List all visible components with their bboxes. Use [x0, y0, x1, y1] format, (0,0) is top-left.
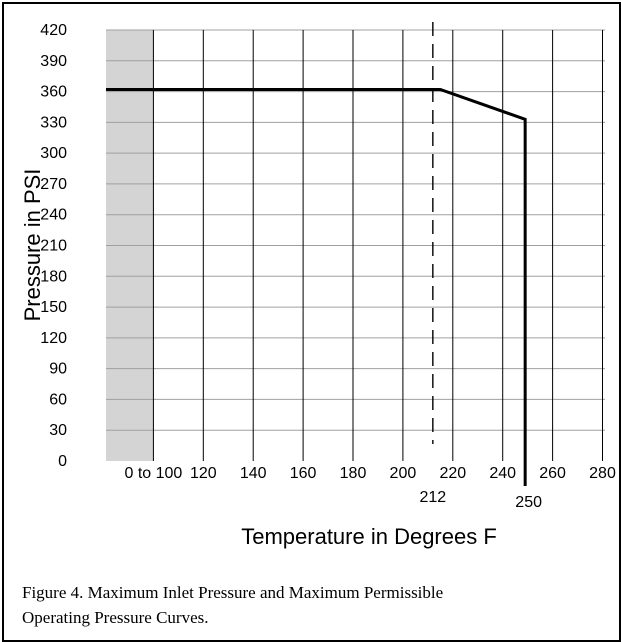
y-tick-label: 90	[49, 361, 67, 378]
y-tick-labels: 0 30 60 90 120 150 180 210 240 270 300 330 360 390 420	[40, 22, 67, 470]
x-tick-labels: 0 to 100 120 140 160 180 200 220 240 260 280	[124, 465, 615, 482]
y-tick-label: 30	[49, 422, 67, 439]
x-tick-label: 140	[240, 465, 267, 482]
pressure-temperature-chart: 0 30 60 90 120 150 180 210 240 270 300 330 360 390 420…	[20, 22, 616, 549]
series-line	[106, 88, 527, 486]
y-tick-label: 120	[40, 330, 67, 347]
y-axis-title: Pressure in PSI	[20, 169, 45, 322]
y-tick-label: 210	[40, 238, 67, 255]
x-tick-label: 260	[539, 465, 566, 482]
vertical-gridlines	[152, 30, 604, 461]
reference-label-250: 250	[515, 494, 542, 511]
y-tick-label: 240	[40, 207, 67, 224]
y-tick-label: 270	[40, 176, 67, 193]
caption-line-1: Figure 4. Maximum Inlet Pressure and Max…	[22, 583, 444, 602]
y-tick-label: 180	[40, 268, 67, 285]
y-tick-label: 330	[40, 114, 67, 131]
y-tick-label: 60	[49, 391, 67, 408]
x-tick-label: 120	[190, 465, 217, 482]
series-group	[106, 88, 527, 486]
x-tick-label: 280	[589, 465, 616, 482]
x-tick-label: 200	[390, 465, 417, 482]
x-tick-label: 0 to 100	[124, 465, 182, 482]
reference-label-212: 212	[419, 489, 446, 506]
y-tick-label: 0	[58, 453, 67, 470]
y-tick-label: 390	[40, 53, 67, 70]
x-axis-title: Temperature in Degrees F	[241, 524, 497, 549]
caption-line-2: Operating Pressure Curves.	[22, 608, 209, 627]
figure-caption: Figure 4. Maximum Inlet Pressure and Max…	[22, 580, 582, 630]
x-tick-label: 180	[340, 465, 367, 482]
x-tick-label: 240	[489, 465, 516, 482]
x-tick-label: 220	[439, 465, 466, 482]
x-tick-label: 160	[290, 465, 317, 482]
y-tick-label: 150	[40, 299, 67, 316]
reference-lines: 212 250	[419, 22, 542, 511]
horizontal-gridlines	[106, 29, 605, 431]
y-tick-label: 300	[40, 145, 67, 162]
y-tick-label: 360	[40, 84, 67, 101]
y-tick-label: 420	[40, 22, 67, 39]
